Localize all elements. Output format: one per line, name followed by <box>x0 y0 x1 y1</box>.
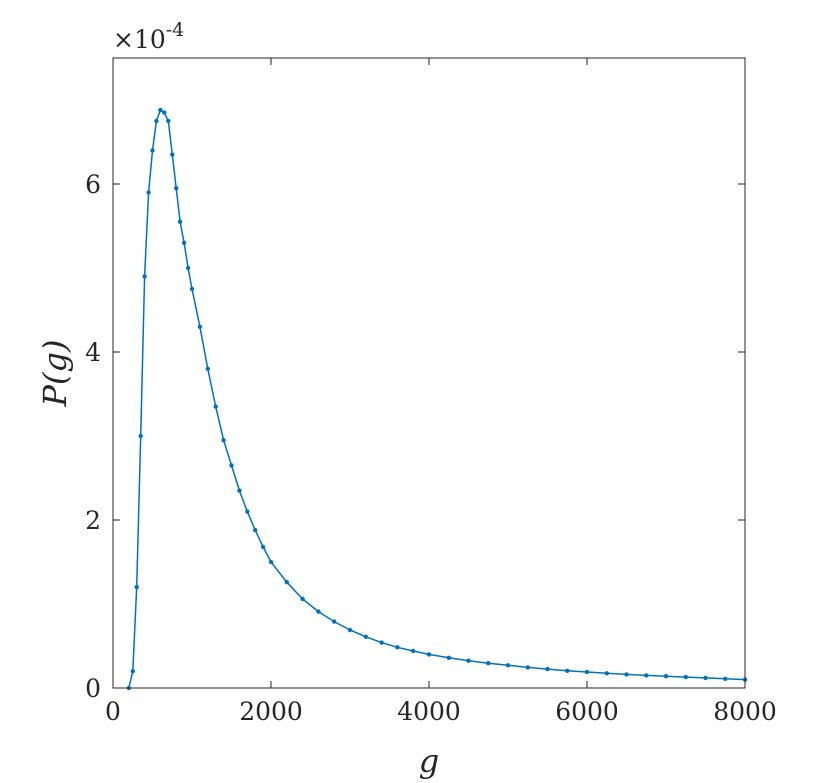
data-point <box>545 666 550 672</box>
x-axis-label: g <box>419 742 439 780</box>
data-point <box>170 152 175 157</box>
data-point <box>525 665 530 670</box>
data-point <box>130 669 135 674</box>
data-point <box>683 674 688 680</box>
data-point <box>446 655 451 660</box>
y-tick-label: 6 <box>85 170 101 199</box>
data-point <box>260 544 266 550</box>
data-point <box>426 652 432 657</box>
data-point <box>411 648 416 654</box>
data-point <box>150 148 155 153</box>
plot-area <box>113 58 745 688</box>
data-point <box>268 559 274 565</box>
data-point <box>395 645 400 650</box>
data-point <box>185 265 191 271</box>
series-layer <box>126 107 748 691</box>
data-point <box>644 673 649 678</box>
data-point <box>486 661 491 666</box>
data-point <box>703 675 708 681</box>
data-point <box>174 186 179 191</box>
data-point <box>284 580 289 585</box>
y-axis-label: P(g) <box>36 340 74 408</box>
x-tick-label: 2000 <box>239 697 303 726</box>
data-point <box>229 463 234 468</box>
y-tick-label: 4 <box>85 338 101 367</box>
data-point <box>134 585 139 590</box>
data-point <box>138 433 143 439</box>
data-point <box>166 118 171 124</box>
data-point <box>604 671 609 676</box>
data-point <box>347 627 353 633</box>
data-point <box>189 286 195 292</box>
data-point <box>162 110 167 115</box>
data-point <box>584 669 590 675</box>
data-point <box>363 634 368 639</box>
y-tick-label: 0 <box>85 674 101 703</box>
x-tick-label: 8000 <box>713 697 777 726</box>
data-point <box>221 438 226 443</box>
data-point <box>253 527 258 533</box>
data-point <box>205 366 210 371</box>
data-point <box>332 619 337 624</box>
y-exponent-multiplier: ×10-4 <box>113 19 184 54</box>
x-tick-label: 6000 <box>555 697 619 726</box>
data-point <box>565 668 570 673</box>
x-tick-label: 4000 <box>397 697 461 726</box>
data-point <box>379 640 384 645</box>
y-exponent-base: ×10 <box>113 25 166 54</box>
data-point <box>663 674 669 679</box>
data-point <box>466 658 471 663</box>
data-point <box>181 240 187 245</box>
data-point <box>177 219 183 224</box>
data-point <box>213 404 218 409</box>
x-tick-label: 0 <box>105 697 121 726</box>
data-point <box>142 274 147 279</box>
data-point <box>154 118 159 124</box>
y-tick-label: 2 <box>85 506 101 535</box>
data-point <box>237 488 242 493</box>
data-point <box>723 676 728 681</box>
data-point <box>197 324 203 329</box>
data-point <box>505 663 511 668</box>
data-point <box>158 107 163 113</box>
data-point <box>624 672 629 677</box>
data-point <box>245 509 250 514</box>
data-point <box>146 190 151 195</box>
data-point <box>300 596 305 602</box>
y-exponent-power: -4 <box>166 19 185 41</box>
data-point <box>316 609 321 614</box>
x-axis: 0 2000 4000 6000 8000 <box>105 58 777 726</box>
y-axis: 0 2 4 6 <box>85 170 745 703</box>
